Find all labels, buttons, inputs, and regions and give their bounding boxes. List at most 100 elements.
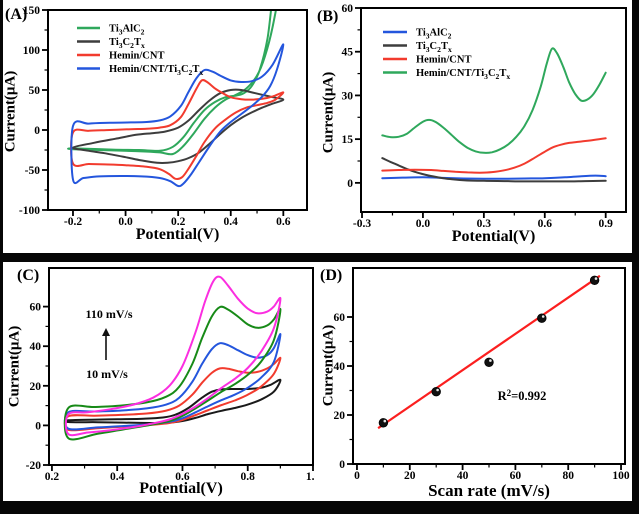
y-tick-label: 0: [34, 125, 40, 137]
panel-b: (B) Current(μA) Potential(V) -0.3 0.0 0.3 0…: [315, 0, 632, 253]
data-point: [537, 313, 547, 323]
y-tick-label: 150: [23, 5, 41, 17]
y-tick-label: -100: [19, 205, 40, 217]
scan-rate-arrowhead: [102, 328, 110, 336]
fit-line: [377, 274, 601, 430]
x-tick-label: 40: [457, 470, 469, 482]
plot-svg-C: 0.2 0.4 0.6 0.8 1.0 -20 0 20 40 60 110 mV/s 10 mV/s: [26, 267, 320, 483]
y-tick-label: -20: [26, 460, 42, 472]
y-tick-label: -50: [25, 165, 41, 177]
y-tick-label: 20: [30, 381, 42, 393]
plot-svg-A: -0.2 0.0 0.2 0.4 0.6 -100 -50 0 50 100 150 Ti3AlC2T…: [19, 5, 308, 228]
curve-ti3alc2: [67, 10, 277, 156]
legend-item-label: Hemin/CNT: [416, 55, 471, 66]
data-point-highlight: [541, 315, 545, 318]
panel-a: (A) Current(μA) Potential(V) -0.2 0.0 0.2 0…: [3, 0, 313, 253]
x-axis-ticks: -0.3 0.0 0.3 0.6 0.9: [353, 212, 613, 230]
y-tick-label: 60: [342, 3, 354, 15]
x-tick-label: -0.2: [64, 216, 82, 228]
curve-hemin-cnt: [70, 79, 285, 180]
x-tick-label: 0.2: [45, 471, 60, 483]
legend-item-label: Ti3AlC2: [109, 24, 145, 37]
data-point: [431, 386, 441, 397]
panel-c-plot: 0.2 0.4 0.6 0.8 1.0 -20 0 20 40 60 110 mV/s 10 mV/s: [3, 262, 320, 506]
y-tick-label: 0: [347, 178, 353, 190]
series-group: [377, 274, 601, 430]
curve-110-mv-s: [64, 275, 282, 437]
x-tick-label: 0.9: [599, 218, 614, 230]
top-panel-background: (A) Current(μA) Potential(V) -0.2 0.0 0.2 0…: [3, 0, 632, 253]
panel-d-label: (D): [320, 267, 343, 284]
curve-ti3c2tx: [71, 88, 285, 165]
y-axis-ticks: 0 20 40 60: [334, 312, 353, 471]
series-group: [381, 47, 607, 183]
curve-hemin-cnt-ti3c2tx: [381, 47, 607, 154]
series-group: [67, 10, 285, 188]
annotation: 110 mV/s: [85, 307, 132, 321]
x-tick-label: -0.3: [353, 218, 371, 230]
x-tick-label: 0.6: [538, 218, 553, 230]
curve-hemin-cnt-ti3c2tx: [70, 43, 285, 188]
x-tick-label: 0.4: [110, 471, 125, 483]
y-tick-label: 60: [30, 302, 42, 314]
y-tick-label: 15: [342, 134, 354, 146]
panel-b-plot: -0.3 0.0 0.3 0.6 0.9 0 15 30 45 60 Ti3AlC2 Ti3C2Tx H…: [315, 0, 632, 258]
curve-90-mv-s: [63, 305, 282, 441]
annotation: 10 mV/s: [86, 367, 128, 381]
y-axis-ticks: 0 15 30 45 60: [342, 3, 361, 190]
x-axis-ticks: -0.2 0.0 0.2 0.4 0.6: [64, 210, 291, 228]
panel-a-x-axis-title: Potential(V): [135, 226, 220, 243]
y-tick-label: 40: [334, 361, 346, 373]
x-tick-label: 0.4: [224, 216, 239, 228]
x-tick-label: 20: [404, 470, 416, 482]
axis-frame: [360, 7, 627, 213]
panel-a-plot: -0.2 0.0 0.2 0.4 0.6 -100 -50 0 50 100 150 Ti3AlC2 T…: [3, 0, 313, 258]
x-axis-ticks: 0 20 40 60 80 100: [354, 464, 630, 482]
y-tick-label: 0: [35, 420, 41, 432]
x-tick-label: 0.6: [175, 471, 190, 483]
y-axis-ticks: -20 0 20 40 60: [26, 302, 49, 472]
legend-item-label: Hemin/CNT/Ti3C2Tx: [416, 68, 510, 81]
y-tick-label: 0: [339, 459, 345, 471]
curve-hemin-cnt: [381, 137, 607, 174]
y-tick-label: 20: [334, 410, 346, 422]
legend-item-label: Ti3C2Tx: [416, 41, 452, 54]
plot-svg-B: -0.3 0.0 0.3 0.6 0.9015304560Ti3AlC2Ti3C2TxH…: [342, 3, 627, 230]
data-point: [484, 357, 494, 368]
y-tick-label: 30: [342, 90, 354, 102]
series-group: [63, 275, 282, 441]
y-tick-label: 60: [334, 312, 346, 324]
data-point-highlight: [489, 359, 492, 362]
legend-item-label: Hemin/CNT/Ti3C2Tx: [109, 64, 203, 77]
y-tick-label: 45: [342, 47, 354, 59]
bottom-panel-background: (C) Current(μA) Potential(V) 0.2 0.4 0.6 0.…: [3, 262, 632, 501]
x-tick-label: 0.2: [171, 216, 186, 228]
legend-item-label: Ti3C2Tx: [109, 37, 145, 50]
panel-d-plot: 0 20 40 60 80 100 0 20 40 60 R2=0.992: [315, 262, 632, 506]
y-tick-label: 100: [23, 45, 41, 57]
legend-item-label: Ti3AlC2: [416, 28, 452, 41]
x-tick-label: 0.0: [118, 216, 133, 228]
y-tick-label: 40: [30, 341, 42, 353]
x-tick-label: 0.6: [276, 216, 291, 228]
data-point: [378, 418, 389, 428]
x-tick-label: 80: [562, 470, 574, 482]
panel-d-x-axis-title: Scan rate (mV/s): [428, 481, 550, 500]
panel-c-x-axis-title: Potential(V): [139, 480, 223, 497]
panel-b-label: (B): [317, 8, 339, 25]
x-tick-label: 1.0: [306, 471, 315, 483]
x-tick-label: 0.0: [416, 218, 431, 230]
x-tick-label: 100: [612, 470, 630, 482]
panel-c: (C) Current(μA) Potential(V) 0.2 0.4 0.6 0.…: [3, 262, 320, 501]
x-tick-label: 60: [510, 470, 522, 482]
y-tick-label: 50: [29, 85, 41, 97]
data-point-highlight: [383, 419, 387, 423]
panel-a-label: (A): [5, 6, 28, 23]
data-point: [589, 275, 600, 285]
curve-ti3alc2: [381, 174, 607, 180]
x-tick-label: 0: [354, 470, 360, 482]
x-axis-ticks: 0.2 0.4 0.6 0.8 1.0: [45, 465, 320, 483]
